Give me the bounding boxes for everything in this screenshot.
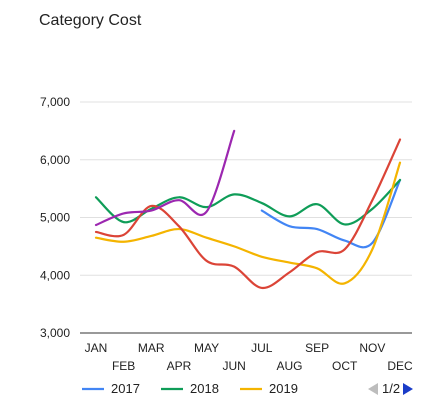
x-tick-label: FEB	[112, 359, 135, 373]
y-tick-label: 7,000	[40, 95, 70, 109]
y-tick-label: 5,000	[40, 211, 70, 225]
legend-label-2018: 2018	[190, 381, 219, 396]
x-tick-label: AUG	[276, 359, 302, 373]
x-tick-label: MAR	[138, 341, 165, 355]
x-tick-label: JAN	[85, 341, 108, 355]
legend-next-icon[interactable]	[403, 383, 413, 395]
x-tick-label: SEP	[305, 341, 329, 355]
y-tick-label: 3,000	[40, 326, 70, 340]
y-tick-label: 4,000	[40, 268, 70, 282]
x-tick-label: MAY	[194, 341, 219, 355]
x-tick-label: JUL	[251, 341, 273, 355]
x-tick-label: DEC	[387, 359, 413, 373]
series-line-2019	[94, 161, 402, 285]
legend-page-indicator: 1/2	[382, 381, 400, 396]
legend-label-2019: 2019	[269, 381, 298, 396]
legend-label-2017: 2017	[111, 381, 140, 396]
series-line-unnamed-3	[94, 138, 402, 290]
chart-title: Category Cost	[39, 12, 142, 29]
x-tick-label: NOV	[359, 341, 385, 355]
x-tick-label: OCT	[332, 359, 358, 373]
series-line-unnamed-4	[94, 129, 236, 227]
y-tick-label: 6,000	[40, 153, 70, 167]
x-tick-label: JUN	[223, 359, 246, 373]
legend-prev-icon[interactable]	[368, 383, 378, 395]
x-tick-label: APR	[167, 359, 192, 373]
